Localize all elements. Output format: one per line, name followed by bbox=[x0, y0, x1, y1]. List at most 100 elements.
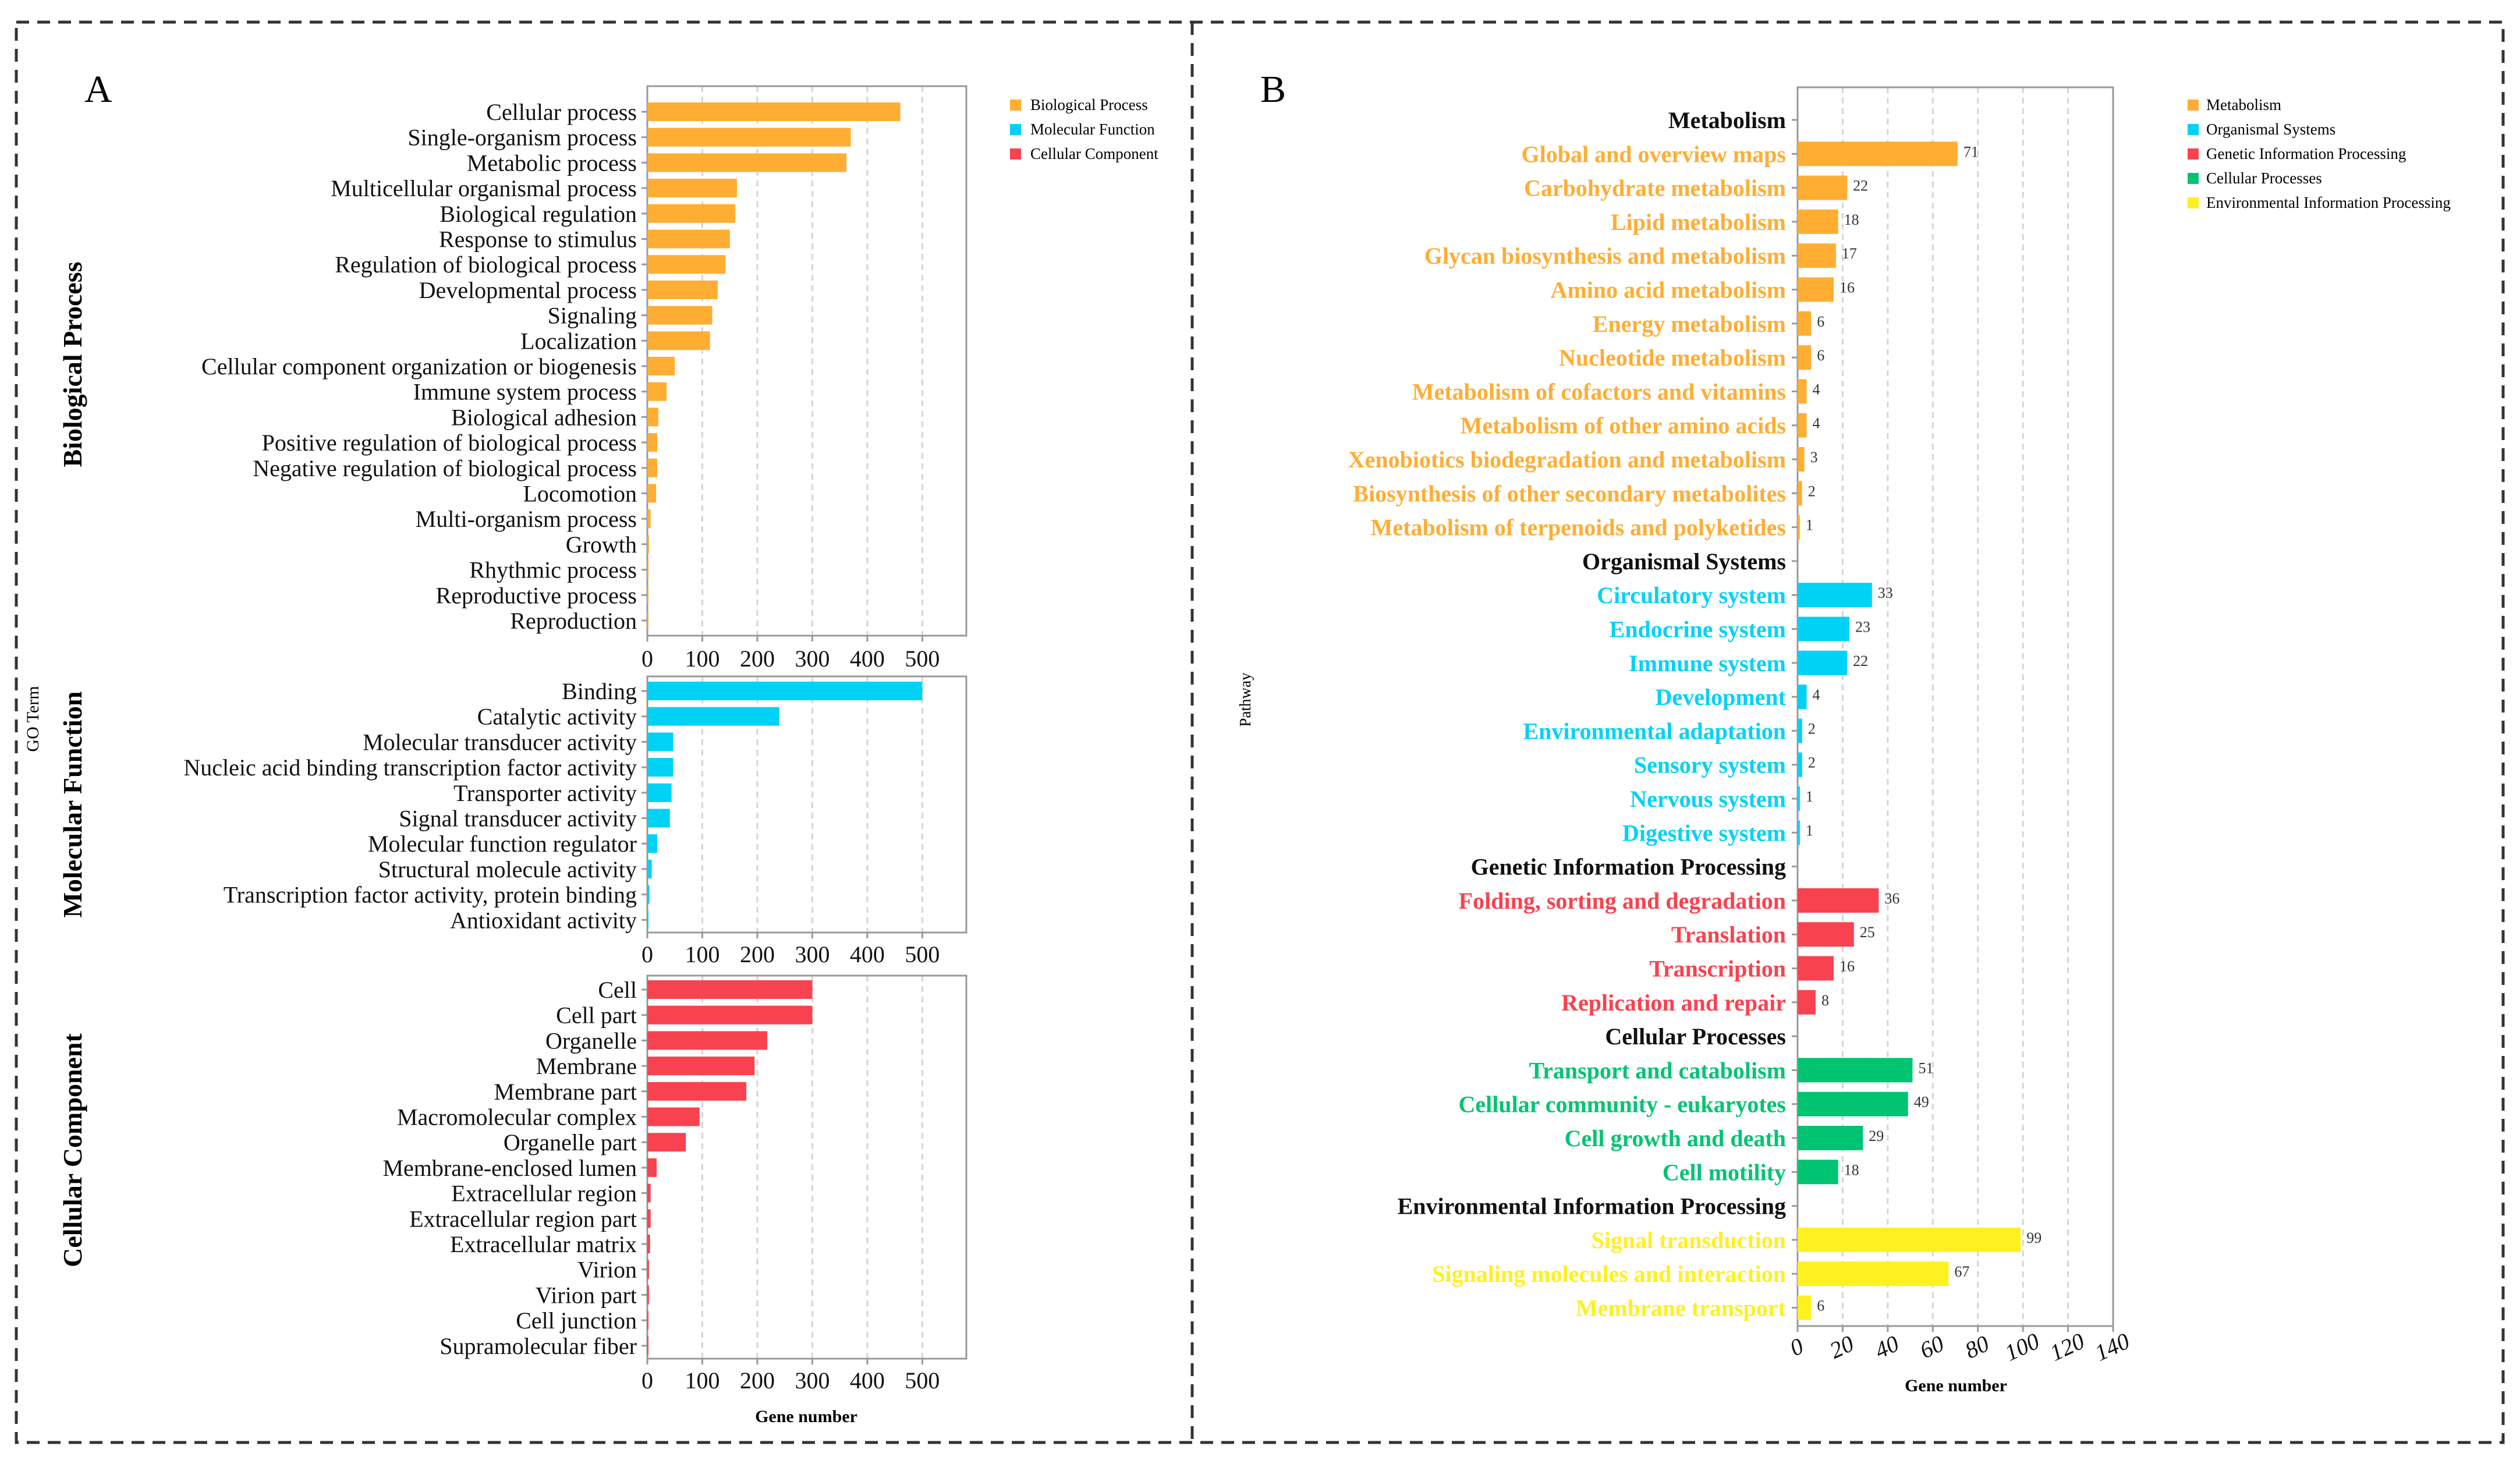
bar-metabolism-of-cofactors-and-vitamins bbox=[1798, 379, 1807, 404]
x-tick-label: 80 bbox=[1961, 1330, 1993, 1364]
bar-macromolecular-complex bbox=[647, 1107, 700, 1126]
panel-b-label: B bbox=[1260, 68, 1286, 111]
category-label-metabolism-of-cofactors-and-vitamins: Metabolism of cofactors and vitamins bbox=[1412, 378, 1786, 405]
category-label-nucleotide-metabolism: Nucleotide metabolism bbox=[1559, 345, 1786, 371]
category-label-binding: Binding bbox=[562, 678, 637, 704]
category-label-replication-and-repair: Replication and repair bbox=[1561, 990, 1786, 1016]
legend-swatch-bp bbox=[1010, 100, 1021, 111]
category-label-membrane-transport: Membrane transport bbox=[1576, 1295, 1787, 1321]
category-label-positive-regulation-of-biological-process: Positive regulation of biological proces… bbox=[262, 430, 637, 456]
x-tick-label: 300 bbox=[795, 646, 830, 672]
category-label-negative-regulation-of-biological-process: Negative regulation of biological proces… bbox=[253, 455, 637, 481]
bar-membrane-transport bbox=[1798, 1295, 1812, 1320]
bar-folding-sorting-and-degradation bbox=[1798, 888, 1879, 913]
category-label-growth: Growth bbox=[566, 531, 637, 558]
panel-a: A GO Term Gene number Biological Process… bbox=[23, 68, 1158, 1426]
category-label-cell-junction: Cell junction bbox=[516, 1307, 637, 1334]
bar-organelle bbox=[647, 1031, 767, 1050]
group-header-genetic: Genetic Information Processing bbox=[1471, 854, 1786, 880]
x-tick-label: 300 bbox=[795, 1367, 830, 1394]
category-label-membrane-enclosed-lumen: Membrane-enclosed lumen bbox=[382, 1155, 637, 1181]
category-label-cell-motility: Cell motility bbox=[1663, 1159, 1786, 1185]
bar-carbohydrate-metabolism bbox=[1798, 175, 1848, 200]
legend-label-environmental: Environmental Information Processing bbox=[2206, 194, 2451, 211]
legend-swatch-cellular bbox=[2188, 173, 2199, 184]
bar-metabolism-of-terpenoids-and-polyketides bbox=[1798, 515, 1800, 540]
category-label-membrane: Membrane bbox=[536, 1053, 637, 1079]
bar-lipid-metabolism bbox=[1798, 209, 1838, 234]
category-label-xenobiotics-biodegradation-and-metabolism: Xenobiotics biodegradation and metabolis… bbox=[1348, 446, 1786, 473]
category-label-signal-transducer-activity: Signal transducer activity bbox=[399, 806, 637, 832]
x-tick-label: 400 bbox=[850, 1367, 885, 1394]
legend-swatch-cc bbox=[1010, 148, 1021, 159]
x-tick-label: 0 bbox=[641, 1367, 653, 1394]
x-tick-label: 40 bbox=[1871, 1330, 1903, 1364]
value-label-metabolism-of-cofactors-and-vitamins: 4 bbox=[1812, 381, 1820, 398]
legend-label-cc: Cellular Component bbox=[1030, 145, 1158, 162]
legend-label-organismal: Organismal Systems bbox=[2206, 120, 2335, 138]
category-label-glycan-biosynthesis-and-metabolism: Glycan biosynthesis and metabolism bbox=[1424, 243, 1786, 269]
value-label-sensory-system: 2 bbox=[1808, 754, 1816, 771]
bar-transport-and-catabolism bbox=[1798, 1058, 1913, 1083]
category-label-carbohydrate-metabolism: Carbohydrate metabolism bbox=[1524, 175, 1786, 201]
value-label-membrane-transport: 6 bbox=[1817, 1298, 1824, 1314]
bar-immune-system bbox=[1798, 650, 1848, 675]
value-label-cell-growth-and-death: 29 bbox=[1869, 1128, 1884, 1144]
category-label-nucleic-acid-binding-transcription-factor-activity: Nucleic acid binding transcription facto… bbox=[183, 754, 637, 781]
bar-membrane-part bbox=[647, 1082, 747, 1101]
value-label-lipid-metabolism: 18 bbox=[1844, 211, 1859, 228]
x-tick-label: 100 bbox=[685, 1367, 720, 1394]
category-label-response-to-stimulus: Response to stimulus bbox=[439, 226, 637, 253]
bar-immune-system-process bbox=[647, 382, 667, 401]
category-label-cell-growth-and-death: Cell growth and death bbox=[1565, 1125, 1786, 1151]
bar-reproductive-process bbox=[647, 586, 648, 605]
group-header-organismal: Organismal Systems bbox=[1582, 548, 1786, 575]
value-label-global-and-overview-maps: 71 bbox=[1963, 143, 1979, 160]
value-label-carbohydrate-metabolism: 22 bbox=[1853, 178, 1868, 194]
legend-swatch-metabolism bbox=[2188, 100, 2199, 111]
category-label-cell-part: Cell part bbox=[556, 1002, 637, 1029]
bar-response-to-stimulus bbox=[647, 229, 730, 249]
legend-swatch-environmental bbox=[2188, 197, 2199, 208]
x-tick-label: 500 bbox=[905, 941, 940, 967]
bar-nucleotide-metabolism bbox=[1798, 345, 1812, 370]
category-label-locomotion: Locomotion bbox=[523, 481, 637, 507]
category-label-circulatory-system: Circulatory system bbox=[1597, 582, 1786, 608]
category-label-rhythmic-process: Rhythmic process bbox=[469, 557, 637, 583]
bar-molecular-transducer-activity bbox=[647, 732, 674, 752]
value-label-digestive-system: 1 bbox=[1806, 822, 1813, 839]
bar-energy-metabolism bbox=[1798, 311, 1812, 336]
value-label-cell-motility: 18 bbox=[1844, 1161, 1859, 1178]
value-label-signaling-molecules-and-interaction: 67 bbox=[1954, 1263, 1969, 1280]
bar-structural-molecule-activity bbox=[647, 859, 652, 878]
bar-metabolic-process bbox=[647, 153, 847, 172]
bar-biological-regulation bbox=[647, 204, 736, 223]
bar-cell-junction bbox=[647, 1311, 648, 1330]
plot-frame bbox=[646, 675, 967, 934]
category-label-organelle: Organelle bbox=[545, 1027, 637, 1054]
category-label-cellular-community-eukaryotes: Cellular community - eukaryotes bbox=[1458, 1091, 1786, 1118]
category-label-endocrine-system: Endocrine system bbox=[1610, 616, 1786, 643]
value-label-environmental-adaptation: 2 bbox=[1808, 720, 1816, 737]
value-label-glycan-biosynthesis-and-metabolism: 17 bbox=[1842, 245, 1857, 262]
category-label-metabolism-of-other-amino-acids: Metabolism of other amino acids bbox=[1461, 413, 1786, 439]
bar-biosynthesis-of-other-secondary-metabolites bbox=[1798, 481, 1802, 506]
category-label-cellular-component-organization-or-biogenesis: Cellular component organization or bioge… bbox=[201, 353, 637, 380]
bar-translation bbox=[1798, 922, 1854, 947]
category-label-signaling-molecules-and-interaction: Signaling molecules and interaction bbox=[1432, 1261, 1786, 1287]
category-label-transcription-factor-activity-protein-binding: Transcription factor activity, protein b… bbox=[224, 882, 637, 908]
category-label-multi-organism-process: Multi-organism process bbox=[416, 506, 637, 532]
category-label-immune-system: Immune system bbox=[1629, 650, 1786, 676]
x-tick-label: 300 bbox=[795, 941, 830, 967]
legend-label-mf: Molecular Function bbox=[1030, 120, 1155, 138]
category-label-lipid-metabolism: Lipid metabolism bbox=[1611, 209, 1786, 235]
legend-label-metabolism: Metabolism bbox=[2206, 96, 2281, 114]
figure-frame bbox=[15, 20, 2505, 1444]
panel-a-biological-process: Biological Process Cellular processSingl… bbox=[58, 85, 967, 672]
category-label-nervous-system: Nervous system bbox=[1630, 786, 1786, 812]
x-tick-label: 200 bbox=[740, 1367, 775, 1394]
bar-cellular-community-eukaryotes bbox=[1798, 1091, 1908, 1116]
x-tick-label: 400 bbox=[850, 646, 885, 672]
